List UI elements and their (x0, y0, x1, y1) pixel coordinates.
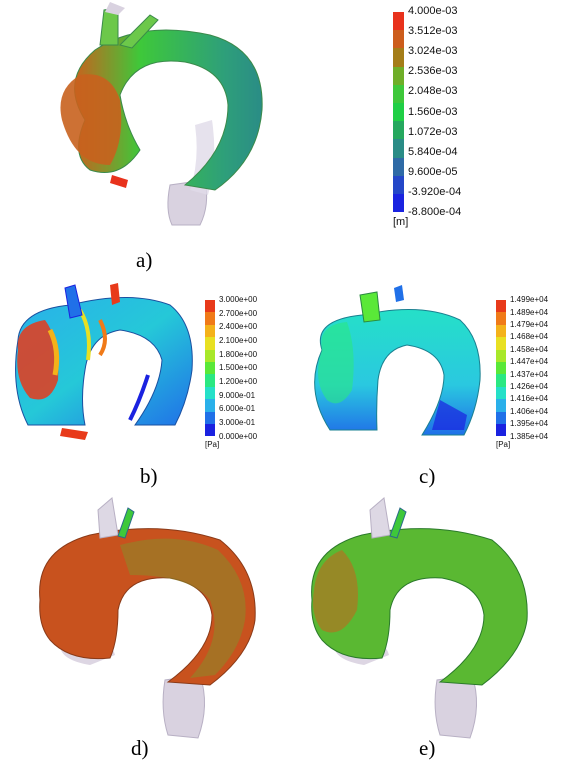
legend-b-swatch (205, 424, 215, 437)
legend-c-swatch (496, 300, 506, 313)
legend-c-swatch (496, 349, 506, 362)
legend-c-label: 1.437e+04 (510, 369, 549, 379)
legend-a-swatch (393, 12, 404, 31)
legend-c-swatch (496, 374, 506, 387)
legend-b-label: 3.000e+00 (219, 295, 258, 305)
legend-c-unit: [Pa] (496, 440, 511, 450)
legend-b-swatch (205, 324, 215, 338)
legend-a-label: 3.024e-03 (408, 45, 458, 58)
legend-b-swatch (205, 349, 215, 362)
legend-b-swatch (205, 411, 215, 424)
legend-b-label: 1.200e+00 (219, 377, 258, 387)
legend-a: 4.000e-03 3.512e-03 3.024e-03 2.536e-03 2.04… (393, 5, 513, 228)
legend-b-swatch (205, 386, 215, 400)
aorta-model-a (60, 2, 263, 226)
legend-b-swatch (205, 374, 215, 387)
legend-a-label: 1.072e-03 (408, 125, 458, 138)
legend-c: 1.499e+04 1.489e+04 1.479e+04 1.468e+04 1.45… (496, 295, 564, 458)
panel-c-pressure: 1.499e+04 1.489e+04 1.479e+04 1.468e+04 1.45… (282, 280, 564, 490)
legend-c-label: 1.468e+04 (510, 332, 549, 342)
legend-c-label: 1.447e+04 (510, 357, 549, 367)
legend-b-label: 2.400e+00 (219, 322, 258, 332)
legend-b: 3.000e+00 2.700e+00 2.400e+00 2.100e+00 1.80… (205, 295, 275, 458)
legend-a-swatch (393, 84, 404, 103)
legend-a-label: 2.048e-03 (408, 85, 458, 98)
caption-c: c) (419, 464, 436, 488)
legend-a-swatch (393, 139, 404, 158)
legend-a-swatch (393, 175, 404, 194)
legend-c-label: 1.458e+04 (510, 344, 549, 354)
legend-a-label: 9.600e-05 (408, 165, 458, 178)
panel-b-wall-shear-stress: 3.000e+00 2.700e+00 2.400e+00 2.100e+00 1.80… (0, 280, 282, 490)
legend-a-swatch (393, 48, 404, 67)
legend-a-swatch (393, 30, 404, 49)
legend-c-swatch (496, 386, 506, 400)
aorta-model-c (314, 285, 481, 436)
legend-b-swatch (205, 300, 215, 313)
legend-b-label: 2.700e+00 (219, 308, 258, 318)
legend-a-label: 4.000e-03 (408, 5, 458, 18)
legend-c-label: 1.479e+04 (510, 320, 549, 329)
legend-a-swatch (393, 121, 404, 140)
legend-b-label: 3.000e-01 (219, 417, 256, 427)
aorta-model-d (39, 497, 256, 739)
caption-e: e) (419, 736, 436, 760)
legend-b-swatch (205, 399, 215, 412)
legend-b-swatch (205, 312, 215, 325)
aorta-model-e (311, 497, 528, 739)
panel-e-model: e) (282, 490, 564, 767)
legend-c-swatch (496, 312, 506, 325)
legend-b-label: 0.000e+00 (219, 431, 258, 441)
legend-c-swatch (496, 399, 506, 412)
legend-c-label: 1.499e+04 (510, 295, 549, 305)
legend-c-label: 1.395e+04 (510, 419, 549, 429)
legend-c-swatch (496, 362, 506, 375)
legend-a-swatch (393, 157, 404, 176)
legend-c-swatch (496, 324, 506, 338)
legend-c-label: 1.426e+04 (510, 382, 549, 391)
legend-b-swatch (205, 337, 215, 350)
legend-a-swatch (393, 66, 404, 85)
legend-c-swatch (496, 411, 506, 424)
legend-a-label: 5.840e-04 (408, 145, 458, 158)
legend-b-swatch (205, 362, 215, 375)
legend-a-label: -8.800e-04 (408, 205, 462, 218)
caption-d: d) (131, 736, 149, 760)
legend-b-label: 6.000e-01 (219, 404, 256, 414)
legend-a-label: -3.920e-04 (408, 185, 462, 198)
caption-b: b) (140, 464, 158, 488)
aorta-model-b (15, 283, 193, 440)
legend-c-label: 1.489e+04 (510, 307, 549, 317)
legend-b-label: 1.800e+00 (219, 349, 258, 359)
legend-c-label: 1.385e+04 (510, 431, 549, 441)
legend-a-unit: [m] (393, 216, 409, 229)
legend-a-label: 3.512e-03 (408, 25, 458, 38)
legend-b-label: 2.100e+00 (219, 336, 258, 346)
legend-c-label: 1.406e+04 (510, 406, 549, 416)
legend-b-label: 1.500e+00 (219, 363, 258, 373)
legend-c-swatch (496, 424, 506, 437)
panel-d-model: d) (0, 490, 282, 767)
legend-b-unit: [Pa] (205, 440, 220, 450)
legend-c-swatch (496, 337, 506, 350)
legend-a-label: 2.536e-03 (408, 65, 458, 78)
caption-a: a) (136, 248, 153, 272)
legend-c-label: 1.416e+04 (510, 394, 549, 404)
legend-b-label: 9.000e-01 (219, 390, 256, 400)
legend-a-swatch (393, 103, 404, 122)
legend-a-swatch (393, 194, 404, 213)
panel-a-displacement: 4.000e-03 3.512e-03 3.024e-03 2.536e-03 2.04… (0, 0, 564, 280)
legend-a-label: 1.560e-03 (408, 105, 458, 118)
